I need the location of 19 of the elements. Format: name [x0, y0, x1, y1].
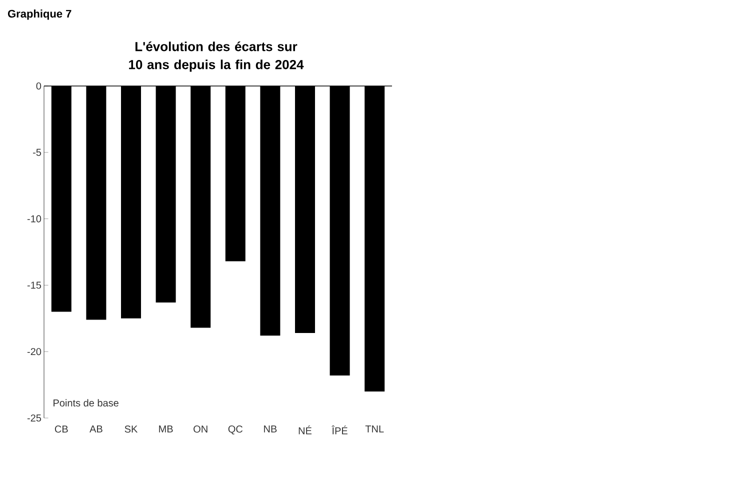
y-tick-label: -25	[27, 414, 42, 422]
y-tick-label: -20	[27, 348, 42, 356]
chart-title: L'évolution des écarts sur 10 ans depuis la fin de 2024	[129, 42, 304, 72]
x-tick-label: CB	[54, 426, 68, 433]
y-tick-label: -5	[33, 148, 42, 156]
y-axis-title: Points de base	[54, 399, 118, 406]
x-tick-label: MB	[159, 426, 173, 432]
x-tick-label: QC	[228, 426, 243, 434]
x-tick-label: ÎPÉ	[332, 426, 348, 434]
x-tick-label: AB	[90, 426, 102, 432]
x-tick-label: NB	[264, 426, 277, 432]
y-tick-label: 0	[36, 82, 42, 90]
text: Graphique 7	[8, 10, 72, 20]
x-tick-label: ON	[194, 426, 208, 433]
x-tick-label: NÉ	[298, 426, 312, 434]
x-tick-label: TNL	[365, 426, 384, 432]
x-tick-label: SK	[124, 426, 138, 433]
y-tick-label: -15	[27, 282, 42, 289]
y-tick-label: -10	[27, 215, 42, 222]
